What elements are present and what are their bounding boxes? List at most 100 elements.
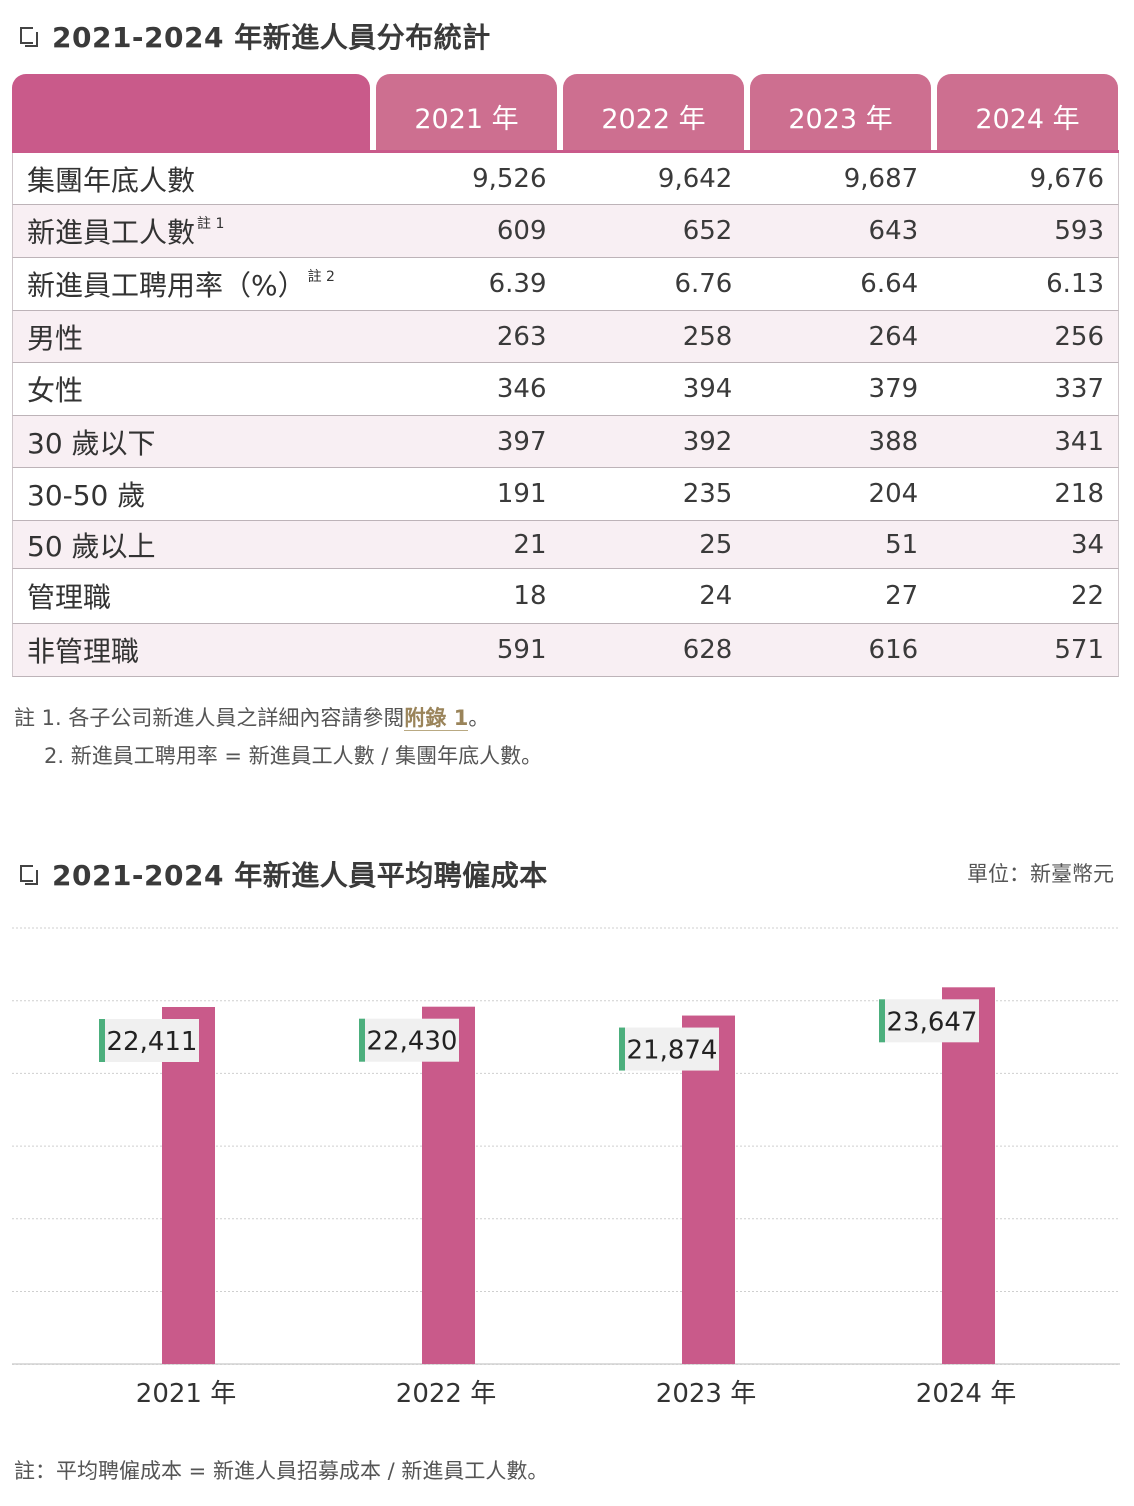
header-blank-cell [12,74,370,150]
table-cell: 6.76 [674,269,733,299]
header-year-2024: 2024 年 [937,74,1118,150]
table-cell: 392 [682,426,733,457]
table-cell: 22 [1070,581,1105,611]
row-label-text: 30 歲以下 [27,426,156,460]
row-label: 女性 [13,369,375,409]
table-cell: 337 [1054,374,1105,404]
note1-suffix: 。 [468,706,490,730]
table-row: 新進員工人數註 1 609 652 643 593 [12,205,1119,258]
bar-2 [682,1015,735,1364]
data-label-bg [619,1027,719,1071]
header-year-2022: 2022 年 [563,74,744,150]
header-year-2023: 2023 年 [750,74,931,150]
table-row: 非管理職 591 628 616 571 [12,624,1119,677]
table-cell: 609 [496,216,547,246]
row-label: 30-50 歲 [13,474,375,514]
table-cell: 643 [868,216,919,246]
table-cell: 6.13 [1046,269,1105,299]
table-cell: 346 [496,374,547,404]
table-cell: 263 [496,321,547,352]
table-cell: 652 [682,216,733,246]
table-cell: 18 [513,581,547,611]
table-cell: 9,526 [472,163,547,194]
table-cell: 616 [868,635,919,665]
row-label: 新進員工聘用率（%）註 2 [13,264,375,304]
row-label: 50 歲以上 [13,525,375,565]
table-cell: 591 [496,635,547,665]
table-row: 新進員工聘用率（%）註 2 6.39 6.76 6.64 6.13 [12,258,1119,311]
row-label-text: 管理職 [27,581,112,614]
x-tick-label: 2024 年 [916,1379,1016,1409]
row-label-text: 女性 [27,374,84,407]
x-tick-label: 2022 年 [396,1379,496,1409]
header-divider [12,150,1119,153]
table-header: 2021 年 2022 年 2023 年 2024 年 [12,74,1119,150]
table-note-1: 註 1. 各子公司新進人員之詳細內容請參閱附錄 1。 [14,702,489,732]
table-cell: 25 [699,529,733,560]
row-label-text: 非管理職 [27,635,140,668]
table-row: 30-50 歲 191 235 204 218 [12,468,1119,521]
table-cell: 628 [682,635,733,665]
data-label: 22,430 [367,1027,458,1057]
table-cell: 256 [1054,321,1105,352]
bar-1 [422,1006,475,1364]
appendix-1-link[interactable]: 附錄 1 [404,706,469,731]
table-section-title: 2021-2024 年新進人員分布統計 [18,16,491,56]
table-row: 管理職 18 24 27 22 [12,569,1119,624]
table-cell: 34 [1070,529,1105,560]
data-label-accent [879,999,885,1043]
table-cell: 204 [868,479,919,509]
table-cell: 218 [1054,479,1105,509]
row-label-text: 集團年底人數 [27,163,196,197]
table-cell: 394 [682,374,733,404]
table-cell: 6.39 [488,269,547,299]
header-year-2021: 2021 年 [376,74,557,150]
row-label-text: 30-50 歲 [27,479,146,512]
table-cell: 388 [868,426,919,457]
row-label: 集團年底人數 [13,159,375,199]
table-cell: 235 [682,479,733,509]
data-label-accent [359,1018,365,1062]
data-label: 21,874 [627,1036,718,1066]
table-cell: 258 [682,321,733,352]
table-row: 女性 346 394 379 337 [12,363,1119,416]
table-cell: 24 [699,581,733,611]
row-label-text: 新進員工人數 [27,216,196,249]
table-cell: 593 [1054,216,1105,246]
table-cell: 571 [1054,635,1105,665]
data-label-accent [99,1019,105,1062]
table-cell: 9,687 [843,163,919,194]
data-label: 23,647 [887,1007,978,1037]
note1-prefix: 註 1. 各子公司新進人員之詳細內容請參閱 [14,706,405,730]
bar-3 [942,987,995,1364]
table-row: 男性 263 258 264 256 [12,311,1119,363]
x-tick-label: 2023 年 [656,1379,756,1409]
table-cell: 51 [885,529,919,560]
new-employee-table: 2021 年 2022 年 2023 年 2024 年 集團年底人數 9,526 9… [12,74,1119,677]
chart-footnote: 註：平均聘僱成本 = 新進人員招募成本 / 新進員工人數。 [14,1459,549,1483]
table-body: 集團年底人數 9,526 9,642 9,687 9,676 新進員工人數註 1 609 65… [12,153,1119,677]
table-cell: 9,642 [657,163,733,194]
table-cell: 21 [513,529,547,560]
row-label: 新進員工人數註 1 [13,211,375,251]
row-label: 非管理職 [13,630,375,670]
chart-section-title: 2021-2024 年新進人員平均聘僱成本 [18,854,548,894]
row-footnote-ref: 註 1 [197,216,225,232]
row-label: 管理職 [13,576,375,616]
x-tick-label: 2021 年 [136,1379,236,1409]
table-row: 30 歲以下 397 392 388 341 [12,416,1119,468]
row-label-text: 新進員工聘用率（%） [27,269,306,302]
row-label: 30 歲以下 [13,422,375,462]
row-label-text: 50 歲以上 [27,529,156,563]
table-cell: 264 [868,321,919,352]
data-label: 22,411 [107,1027,198,1057]
table-title-text: 2021-2024 年新進人員分布統計 [52,21,491,54]
table-note-2: 2. 新進員工聘用率 = 新進員工人數 / 集團年底人數。 [44,744,543,768]
table-cell: 341 [1054,426,1105,457]
data-label-accent [619,1027,625,1071]
table-cell: 6.64 [860,269,919,299]
document-icon [18,25,38,47]
bar-0 [162,1007,215,1364]
table-row: 集團年底人數 9,526 9,642 9,687 9,676 [12,153,1119,205]
table-cell: 191 [496,479,547,509]
